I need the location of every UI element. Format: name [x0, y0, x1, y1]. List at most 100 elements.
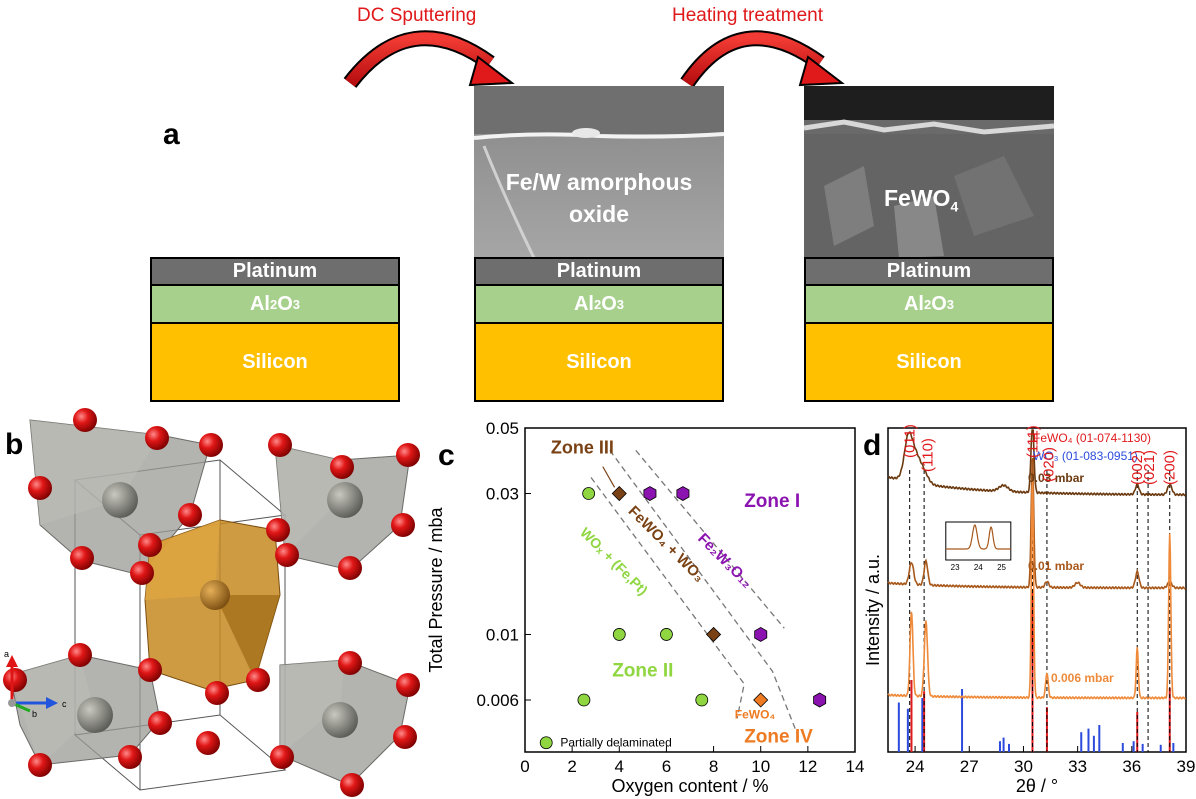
miller-index-label: (002)	[1129, 450, 1146, 485]
pressure-label: 0.03 mbar	[1028, 471, 1084, 485]
miller-index-label: (111)	[1024, 425, 1041, 458]
data-point-diamond	[706, 626, 722, 643]
data-point-circle	[582, 487, 596, 500]
phase-plot-area: 0 2 4 6 8 10 12 14 0.006 0.01 0.03 0.05 Oxygen conte…	[426, 419, 864, 796]
xrd-patterns: d 24 27 30 33 36 39 2θ / ° Intensity / a.u. 0.03…	[863, 424, 1195, 796]
platinum-layer: Platinum	[804, 257, 1054, 284]
zone-3-label: Zone III	[551, 437, 614, 457]
al2o3-layer: Al 2 O 3	[804, 284, 1054, 322]
x-tick-label: 24	[906, 757, 925, 776]
crystal-structure: a c b	[3, 408, 420, 797]
y-axis-label: Total Pressure / mba	[426, 506, 446, 672]
inset-tick-label: 23	[951, 563, 960, 572]
data-point-hexagon	[643, 486, 657, 501]
x-tick-label: 6	[662, 757, 671, 776]
axis-label-c: c	[62, 699, 67, 709]
y-tick-label: 0.01	[486, 625, 519, 644]
arrow-heating	[680, 30, 845, 88]
x-tick-label: 33	[1068, 757, 1087, 776]
boundary-line	[590, 477, 745, 719]
inset-pattern	[945, 524, 1011, 550]
data-point-hexagon	[754, 626, 768, 642]
sem-label-line1: Fe/W amorphous	[505, 169, 693, 195]
dc-sputtering-label: DC Sputtering	[357, 5, 477, 26]
data-point-hexagon	[676, 486, 690, 501]
ref-legend-fewo4: FeWO₄ (01-074-1130)	[1033, 431, 1151, 445]
zone-2-label: Zone II	[612, 661, 673, 682]
metal-atom	[102, 482, 138, 518]
y-tick-label: 0.006	[476, 691, 519, 710]
x-tick-label: 14	[846, 757, 865, 776]
x-tick-label: 27	[960, 757, 979, 776]
boundary-line	[635, 449, 785, 629]
data-point-circle	[695, 693, 709, 707]
plot-frame	[524, 427, 856, 753]
data-point-diamond	[611, 485, 627, 502]
boundary-line	[609, 449, 800, 738]
legend-marker	[539, 736, 553, 750]
grey-octahedra-shade	[10, 420, 345, 765]
x-tick-label: 39	[1177, 757, 1196, 776]
phase-diagram: c 0 2 4 6 8 10 12 14 0.006 0.01 0.03 0.05 Oxygen con…	[426, 419, 864, 796]
x-axis-label: 2θ / °	[1016, 776, 1058, 796]
axis-label-a: a	[4, 649, 9, 659]
xrd-pattern-line	[887, 429, 1187, 497]
phase-label-fewo4: FeWO₄	[735, 707, 776, 721]
pressure-label: 0.006 mbar	[1051, 671, 1114, 685]
miller-index-label: (011)	[902, 424, 919, 458]
silicon-layer: Silicon	[150, 322, 400, 402]
platinum-layer: Platinum	[150, 257, 400, 284]
sem-image-amorphous: Fe/W amorphous oxide	[474, 86, 724, 258]
legend-text: Partially delaminated	[560, 736, 671, 750]
metal-atom	[322, 702, 358, 738]
y-axis-label: Intensity / a.u.	[863, 554, 883, 666]
data-point-circle	[612, 628, 626, 641]
y-tick-label: 0.03	[486, 485, 519, 504]
xrd-pattern-line	[887, 457, 1187, 590]
x-tick-label: 4	[615, 757, 624, 776]
data-point-hexagon	[813, 692, 827, 708]
layer-stack-3: Platinum Al 2 O 3 Silicon	[804, 257, 1054, 402]
x-tick-label: 8	[709, 757, 718, 776]
pressure-label: 0.01 mbar	[1028, 559, 1084, 573]
zone-3-pointer	[602, 466, 616, 488]
panel-letter-b: b	[5, 428, 24, 461]
panel-letter-c: c	[438, 439, 455, 472]
x-axis-label: Oxygen content / %	[611, 776, 768, 796]
silicon-layer: Silicon	[804, 322, 1054, 402]
sem-image-fewo4: FeWO4	[804, 86, 1054, 258]
process-arrows	[343, 30, 845, 88]
metal-atom	[77, 697, 113, 733]
axis-label-b: b	[32, 709, 37, 719]
fe-atom	[200, 580, 230, 610]
inset-tick-label: 25	[997, 563, 1006, 572]
data-point-circle	[577, 693, 591, 707]
xrd-inset: 23 24 25	[945, 521, 1012, 572]
phase-label-wox-fept: WOₓ + (Fe,Pt)	[577, 524, 651, 598]
plot-frame	[887, 427, 1187, 753]
x-tick-label: 0	[520, 757, 529, 776]
ref-legend-wo3: WO₃ (01-083-0951)	[1033, 449, 1138, 463]
miller-index-label: (021)	[1141, 450, 1158, 485]
x-tick-label: 36	[1122, 757, 1141, 776]
x-tick-label: 30	[1014, 757, 1033, 776]
phase-label-fe2w3o12: Fe₂W₃O₁₂	[694, 530, 755, 591]
metal-atom	[327, 482, 363, 518]
data-point-diamond	[753, 692, 769, 708]
panel-letter-d: d	[863, 429, 881, 462]
oxygen-atoms	[3, 408, 420, 797]
sem-label-line2: oxide	[568, 201, 630, 227]
arrow-sputtering	[343, 30, 515, 88]
x-tick-label: 10	[751, 757, 770, 776]
silicon-layer: Silicon	[474, 322, 724, 402]
x-tick-label: 12	[798, 757, 817, 776]
miller-index-label: (110)	[920, 438, 937, 472]
xrd-plot-area: 24 27 30 33 36 39 2θ / ° Intensity / a.u. 0.03 m…	[863, 424, 1195, 796]
data-point-circle	[660, 628, 673, 641]
platinum-layer: Platinum	[474, 257, 724, 284]
axis-indicator: a c b	[4, 649, 67, 719]
xrd-pattern-line	[887, 479, 1187, 700]
zone-4-label: Zone IV	[744, 727, 813, 748]
miller-index-label: (200)	[1162, 450, 1179, 485]
al2o3-layer: Al 2 O 3	[150, 284, 400, 322]
